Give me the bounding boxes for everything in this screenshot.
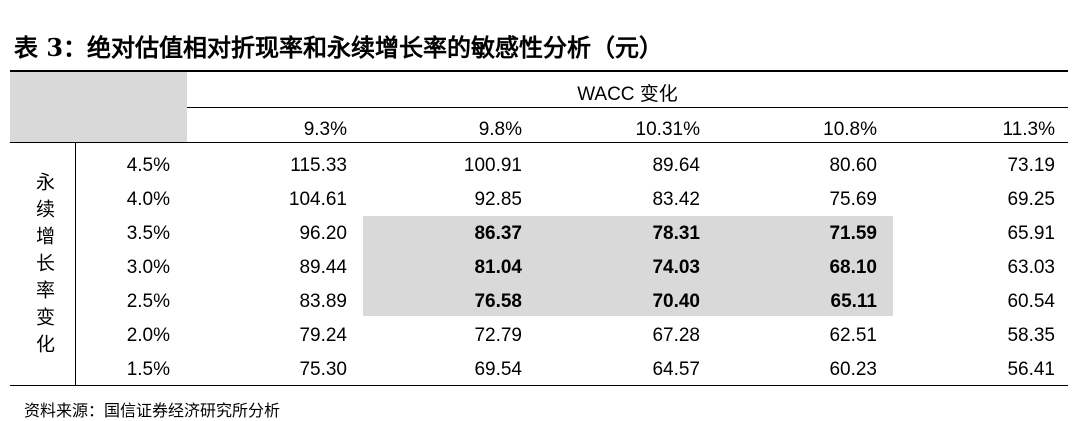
cell-value: 60.54 — [1007, 291, 1055, 312]
row-header: 3.5% — [126, 223, 170, 244]
cell-value: 86.37 — [474, 223, 522, 244]
row-header: 3.0% — [126, 257, 170, 278]
cell-value: 56.41 — [1007, 359, 1055, 380]
cell-value: 69.25 — [1007, 189, 1055, 210]
row-header: 4.5% — [126, 155, 170, 176]
cell-value: 80.60 — [829, 155, 877, 176]
cell-value: 104.61 — [288, 189, 347, 210]
cell-value: 63.03 — [1007, 257, 1055, 278]
cell-value: 83.42 — [652, 189, 700, 210]
table-title: 表 3：绝对估值相对折现率和永续增长率的敏感性分析（元） — [14, 33, 664, 62]
cell-value: 74.03 — [652, 257, 700, 278]
cell-value: 89.44 — [299, 257, 347, 278]
cell-value: 100.91 — [463, 155, 522, 176]
corner-shade — [10, 72, 187, 142]
cell-value: 96.20 — [299, 223, 347, 244]
cell-value: 71.59 — [829, 223, 877, 244]
cell-value: 68.10 — [829, 257, 877, 278]
column-header: 10.8% — [823, 119, 877, 140]
cell-value: 69.54 — [474, 359, 522, 380]
highlight-shade — [363, 216, 893, 316]
cell-value: 92.85 — [474, 189, 522, 210]
cell-value: 78.31 — [652, 223, 700, 244]
cell-value: 70.40 — [652, 291, 700, 312]
row-header: 4.0% — [126, 189, 170, 210]
source-note: 资料来源：国信证券经济研究所分析 — [24, 403, 281, 420]
row-group-label: 永续增长率变化 — [33, 172, 54, 361]
row-group-rule — [75, 143, 76, 385]
cell-value: 65.11 — [830, 291, 878, 312]
cell-value: 72.79 — [474, 325, 522, 346]
row-header: 1.5% — [126, 359, 170, 380]
cell-value: 89.64 — [652, 155, 700, 176]
cell-value: 67.28 — [652, 325, 700, 346]
cell-value: 58.35 — [1007, 325, 1055, 346]
header-rule — [10, 142, 1068, 143]
cell-value: 62.51 — [829, 325, 877, 346]
cell-value: 75.69 — [829, 189, 877, 210]
bottom-rule — [10, 385, 1068, 386]
column-header: 9.8% — [478, 119, 522, 140]
cell-value: 73.19 — [1007, 155, 1055, 176]
cell-value: 75.30 — [299, 359, 347, 380]
group-rule — [187, 107, 1068, 108]
cell-value: 60.23 — [829, 359, 877, 380]
cell-value: 115.33 — [290, 155, 347, 176]
cell-value: 65.91 — [1007, 223, 1055, 244]
column-header: 10.31% — [635, 119, 700, 140]
row-header: 2.5% — [126, 291, 170, 312]
column-group-label: WACC 变化 — [577, 84, 678, 105]
cell-value: 76.58 — [474, 291, 522, 312]
cell-value: 64.57 — [652, 359, 700, 380]
cell-value: 79.24 — [299, 325, 347, 346]
cell-value: 83.89 — [299, 291, 347, 312]
top-rule — [10, 70, 1068, 72]
cell-value: 81.04 — [474, 257, 522, 278]
column-header: 11.3% — [1002, 119, 1055, 140]
column-header: 9.3% — [303, 119, 347, 140]
row-header: 2.0% — [126, 325, 170, 346]
